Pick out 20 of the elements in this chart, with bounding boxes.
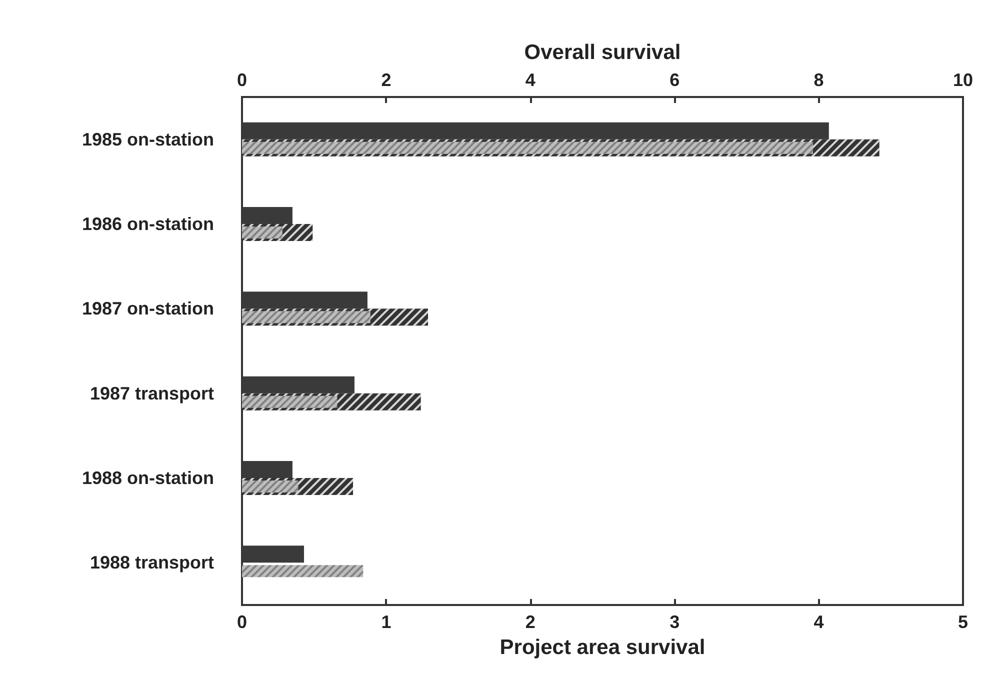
y-tick-label: 1987 transport xyxy=(90,383,214,404)
x2-tick-label: 2 xyxy=(381,70,392,90)
x2-tick-label: 4 xyxy=(525,70,536,90)
y-tick-label: 1988 transport xyxy=(90,552,214,573)
x-tick-label: 0 xyxy=(236,612,248,632)
x2-tick-label: 0 xyxy=(236,70,248,90)
x2-axis-title: Overall survival xyxy=(524,41,681,64)
y-tick-label: 1988 on-station xyxy=(82,468,214,488)
x2-tick-label: 6 xyxy=(670,70,680,90)
x2-tick-label: 8 xyxy=(814,70,824,90)
x-tick-label: 3 xyxy=(670,612,680,632)
x-tick-label: 4 xyxy=(814,612,824,632)
x2-tick-label: 10 xyxy=(952,70,974,90)
y-tick-label: 1986 on-station xyxy=(82,214,214,234)
x-tick-label: 5 xyxy=(958,612,968,632)
y-tick-label: 1987 on-station xyxy=(82,298,214,319)
x-tick-label: 2 xyxy=(525,612,536,632)
y-tick-label: 1985 on-station xyxy=(82,129,214,150)
x-axis-title: Project area survival xyxy=(500,636,706,659)
x-tick-label: 1 xyxy=(381,612,392,632)
